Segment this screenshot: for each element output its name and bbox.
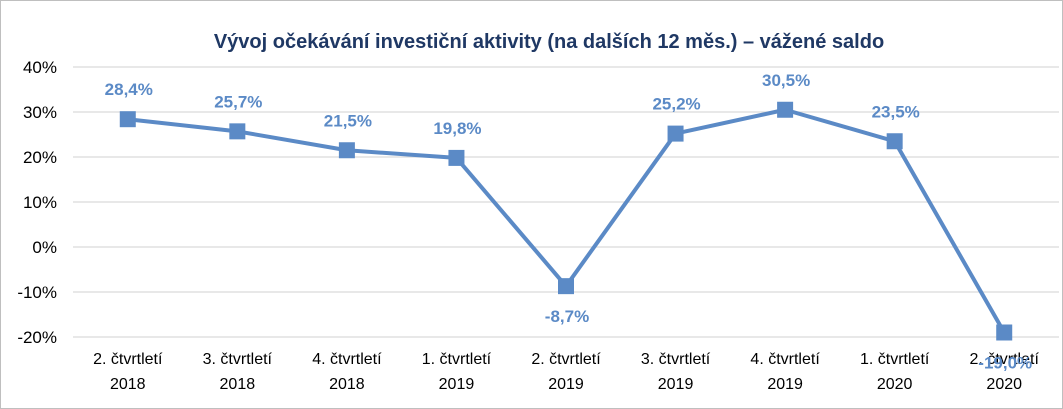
chart-title: Vývoj očekávání investiční aktivity (na … — [214, 31, 884, 53]
x-tick-label: 1. čtvrtletí 2019 — [422, 351, 492, 393]
data-label: 25,2% — [652, 95, 700, 114]
x-tick-label: 4. čtvrtletí 2019 — [750, 351, 820, 393]
x-tick-label-line: 2. čtvrtletí — [93, 351, 163, 368]
y-tick-label: 10% — [23, 193, 57, 212]
x-tick-label-line: 2. čtvrtletí — [970, 351, 1040, 368]
x-tick-label: 3. čtvrtletí 2019 — [641, 351, 711, 393]
x-tick-label-line: 1. čtvrtletí — [860, 351, 930, 368]
data-point-marker — [886, 133, 903, 150]
x-tick-label-line: 2. čtvrtletí — [531, 351, 601, 368]
x-tick-label-line: 2018 — [329, 376, 365, 393]
series-line — [127, 107, 1006, 334]
x-tick-label: 2. čtvrtletí 2018 — [93, 351, 163, 393]
x-tick-label-line: 2018 — [110, 376, 146, 393]
y-tick-label: 20% — [23, 148, 57, 167]
y-tick-label: -20% — [17, 328, 57, 347]
data-label: 25,7% — [214, 92, 262, 111]
x-tick-label-line: 2019 — [658, 376, 694, 393]
x-tick-label: 2. čtvrtletí 2020 — [970, 351, 1040, 393]
data-point-marker — [119, 111, 136, 128]
y-tick-label: -10% — [17, 283, 57, 302]
data-label: 19,8% — [433, 119, 481, 138]
data-markers — [119, 101, 1013, 341]
x-tick-label-line: 2019 — [439, 376, 475, 393]
data-point-marker — [448, 149, 465, 166]
x-tick-label-line: 4. čtvrtletí — [312, 351, 382, 368]
y-tick-label: 30% — [23, 103, 57, 122]
x-tick-label: 2. čtvrtletí 2019 — [531, 351, 601, 393]
data-label: -19,0% — [978, 354, 1032, 373]
x-tick-label: 3. čtvrtletí 2018 — [203, 351, 273, 393]
y-tick-label: 40% — [23, 58, 57, 77]
x-tick-label: 1. čtvrtletí 2020 — [860, 351, 930, 393]
x-tick-label-line: 2020 — [877, 376, 913, 393]
x-tick-label-line: 3. čtvrtletí — [203, 351, 273, 368]
x-tick-label-line: 3. čtvrtletí — [641, 351, 711, 368]
x-tick-label-line: 2018 — [220, 376, 256, 393]
data-point-marker — [777, 101, 794, 118]
data-point-marker — [558, 278, 574, 295]
data-label: 30,5% — [762, 71, 810, 90]
x-tick-label-line: 4. čtvrtletí — [750, 351, 820, 368]
y-axis-ticks: 40% 30% 20% 10% 0% -10% -20% — [17, 58, 57, 347]
series-line-layer — [127, 107, 1006, 334]
data-label: -8,7% — [545, 307, 589, 326]
data-label: 28,4% — [105, 80, 153, 99]
data-point-marker — [996, 324, 1013, 341]
x-tick-label-line: 2019 — [767, 376, 803, 393]
data-label: 23,5% — [872, 102, 920, 121]
data-point-marker — [229, 123, 246, 140]
x-tick-label-line: 1. čtvrtletí — [422, 351, 492, 368]
data-labels: 28,4% 25,7% 21,5% 19,8% -8,7% 25,2% 30,5% 23,5%… — [105, 71, 1032, 373]
data-point-marker — [667, 125, 684, 142]
x-tick-label: 4. čtvrtletí 2018 — [312, 351, 382, 393]
data-point-marker — [338, 142, 355, 159]
x-tick-label-line: 2019 — [548, 376, 584, 393]
data-label: 21,5% — [324, 111, 372, 130]
y-tick-label: 0% — [32, 238, 57, 257]
x-tick-label-line: 2020 — [986, 376, 1022, 393]
